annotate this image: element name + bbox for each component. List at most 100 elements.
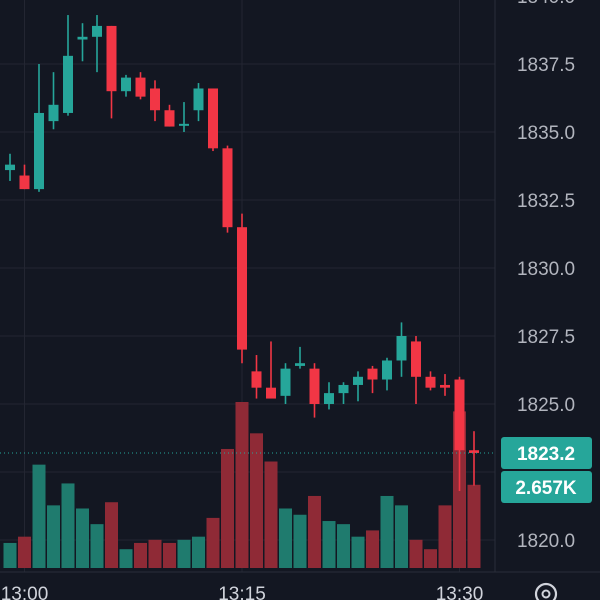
volume-bar bbox=[409, 539, 423, 568]
candle-body bbox=[324, 393, 334, 404]
volume-bar bbox=[148, 539, 162, 568]
candle-up bbox=[295, 346, 305, 369]
volume-bar bbox=[177, 539, 191, 568]
candle-body bbox=[77, 36, 88, 40]
candle-up bbox=[179, 102, 189, 132]
candle-body bbox=[237, 227, 247, 350]
candle-down bbox=[150, 80, 160, 122]
candle-body bbox=[193, 88, 204, 111]
price-tick-label: 1837.5 bbox=[517, 55, 575, 76]
candle-down bbox=[222, 145, 233, 233]
candle-body bbox=[251, 371, 262, 388]
volume-bar bbox=[293, 514, 307, 568]
last-price-label: 1823.2 bbox=[517, 444, 575, 465]
candle-body bbox=[440, 384, 450, 388]
volume-bar bbox=[206, 517, 220, 568]
candle-down bbox=[135, 72, 146, 100]
price-tick-label: 1832.5 bbox=[517, 191, 575, 212]
candle-body bbox=[150, 88, 160, 111]
candle-down bbox=[309, 363, 320, 418]
candle-down bbox=[440, 374, 450, 396]
volume-bar bbox=[18, 536, 31, 568]
time-tick-label: 13:15 bbox=[218, 584, 266, 600]
candle-down bbox=[237, 213, 247, 364]
candle-body bbox=[382, 360, 392, 380]
time-tick-label: 13:30 bbox=[436, 584, 484, 600]
volume-bar bbox=[351, 536, 365, 568]
candle-up bbox=[280, 363, 291, 404]
candle-body bbox=[266, 387, 276, 399]
candle-body bbox=[338, 384, 349, 394]
candles bbox=[5, 15, 479, 492]
candle-down bbox=[106, 25, 117, 119]
candle-body bbox=[164, 110, 175, 127]
volume-bar bbox=[47, 505, 60, 568]
volume-bars bbox=[3, 402, 481, 568]
volume-bar bbox=[163, 542, 176, 568]
volume-bar bbox=[380, 495, 394, 568]
gear-icon-hub bbox=[541, 589, 551, 599]
volume-bar bbox=[3, 542, 17, 568]
candle-body bbox=[179, 123, 189, 126]
last-price-tag-bg bbox=[501, 436, 592, 469]
candle-down bbox=[411, 336, 421, 404]
candle-up bbox=[77, 23, 88, 62]
candle-body bbox=[63, 55, 73, 113]
candle-body bbox=[280, 368, 291, 396]
price-tick-label: 1827.5 bbox=[517, 327, 575, 348]
candle-up bbox=[324, 382, 334, 410]
candle-up bbox=[353, 371, 363, 402]
candle-down bbox=[425, 371, 436, 391]
volume-bar bbox=[279, 508, 292, 568]
volume-bar bbox=[366, 530, 379, 568]
price-tick-label: 1825.0 bbox=[517, 395, 575, 416]
volume-bar bbox=[235, 402, 249, 568]
candle-up bbox=[396, 322, 407, 377]
candle-up bbox=[338, 382, 349, 404]
candle-body bbox=[396, 336, 407, 361]
volume-bar bbox=[424, 549, 437, 568]
candle-down bbox=[164, 104, 175, 127]
price-tick-label: 1820.0 bbox=[517, 531, 575, 552]
gear-icon-ring bbox=[534, 582, 558, 600]
volume-bar bbox=[322, 521, 336, 568]
volume-bar bbox=[76, 508, 89, 568]
candle-up bbox=[121, 74, 131, 97]
candle-up bbox=[5, 153, 15, 181]
candle-body bbox=[5, 164, 15, 171]
volume-bar bbox=[105, 502, 118, 568]
candle-body bbox=[367, 368, 378, 380]
candle-body bbox=[353, 376, 363, 385]
candle-down bbox=[367, 365, 378, 394]
candle-up bbox=[48, 72, 59, 130]
candle-down bbox=[251, 355, 262, 399]
volume-bar bbox=[134, 542, 147, 568]
price-tick-label: 1840.0 bbox=[517, 0, 575, 8]
price-tick-label: 1835.0 bbox=[517, 123, 575, 144]
candle-body bbox=[208, 88, 218, 149]
volume-bar bbox=[32, 464, 46, 568]
candle-down bbox=[454, 376, 465, 492]
candle-body bbox=[454, 379, 465, 451]
candle-body bbox=[295, 363, 305, 366]
candle-up bbox=[92, 15, 102, 73]
time-axis: 13:00 13:15 13:30 bbox=[1, 584, 484, 600]
candle-body bbox=[92, 25, 102, 37]
candle-down bbox=[469, 431, 479, 486]
candle-up bbox=[382, 357, 392, 391]
volume-label: 2.657K bbox=[515, 478, 577, 499]
time-tick-label: 13:00 bbox=[1, 584, 49, 600]
volume-bar bbox=[119, 549, 133, 568]
candle-body bbox=[121, 77, 131, 92]
volume-bar bbox=[308, 495, 321, 568]
volume-bar bbox=[192, 536, 205, 568]
volume-bar bbox=[264, 461, 278, 568]
candle-body bbox=[19, 175, 30, 190]
candle-up bbox=[193, 83, 204, 122]
volume-tag-bg bbox=[501, 470, 592, 503]
volume-bar bbox=[467, 484, 481, 568]
volume-tag: 2.657K bbox=[501, 470, 592, 503]
gear-icon[interactable] bbox=[534, 582, 558, 600]
last-price-tag: 1823.2 bbox=[501, 436, 592, 469]
